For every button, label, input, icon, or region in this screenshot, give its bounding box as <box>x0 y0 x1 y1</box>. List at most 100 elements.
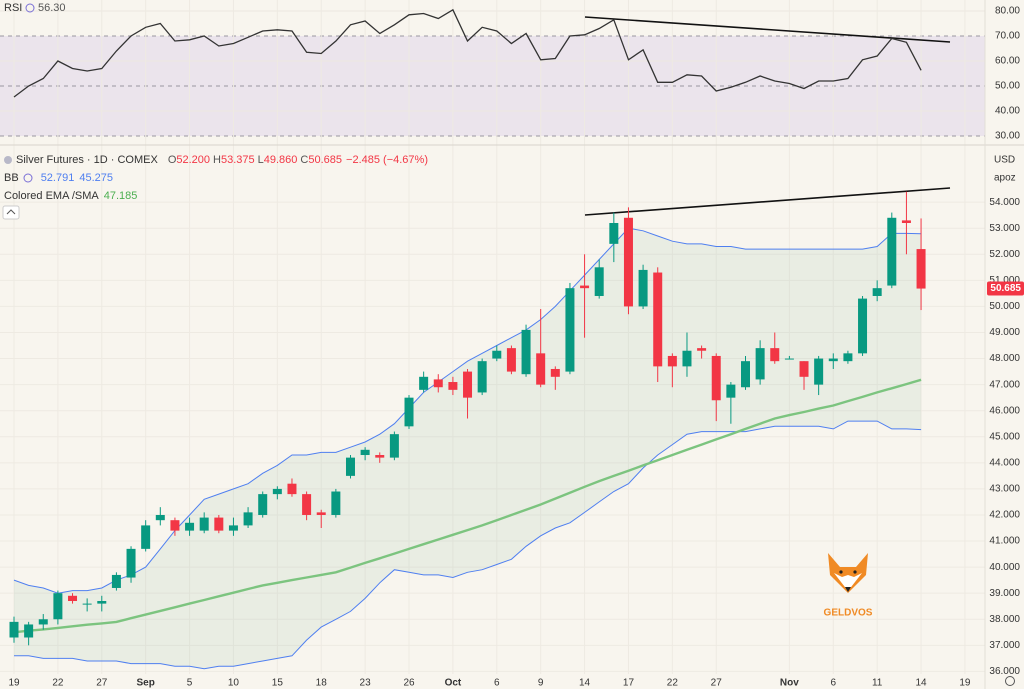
candle-body <box>799 361 809 377</box>
candle-body <box>228 525 238 531</box>
x-tick-label: 11 <box>872 678 883 689</box>
y-tick-label: 53.000 <box>989 223 1020 234</box>
candle-body <box>726 384 736 398</box>
y-tick-label: 54.000 <box>989 197 1020 208</box>
candle-body <box>638 269 648 307</box>
candle-body <box>97 601 107 604</box>
rsi-line <box>13 8 922 98</box>
y-tick-label: 44.000 <box>989 457 1020 468</box>
y-tick-label: 36.000 <box>989 666 1020 677</box>
candle-body <box>287 483 297 495</box>
candle-body <box>302 494 312 515</box>
watermark-text: GELDVOS <box>824 608 873 619</box>
candle-body <box>858 298 868 354</box>
candle-body <box>916 249 926 289</box>
candle-body <box>389 434 399 458</box>
candle-body <box>68 595 78 602</box>
x-tick-label: Sep <box>136 678 154 689</box>
price-tag <box>987 281 1024 296</box>
y-tick-label: 47.000 <box>989 379 1020 390</box>
y-tick-label: 39.000 <box>989 588 1020 599</box>
y-tick-label: 43.000 <box>989 484 1020 495</box>
y-tick-label: 51.000 <box>989 275 1020 286</box>
y-tick-label: 38.000 <box>989 614 1020 625</box>
legend-header: Silver Futures · 1D · COMEX O52.200 H53.37… <box>16 154 428 166</box>
ohlc-letter: L <box>258 154 264 166</box>
candle-body <box>697 348 707 351</box>
y-tick-label: 37.000 <box>989 640 1020 651</box>
fox-logo <box>828 553 868 593</box>
settings-icon[interactable] <box>1005 676 1015 686</box>
candle-body <box>814 358 824 385</box>
candle-body <box>82 603 92 605</box>
collapse-button[interactable] <box>2 205 20 220</box>
x-tick-label: 23 <box>360 678 372 689</box>
y-tick-label: 40.000 <box>989 562 1020 573</box>
y-tick-label: 41.000 <box>989 536 1020 547</box>
candle-body <box>243 512 253 526</box>
x-tick-label: 27 <box>96 678 108 689</box>
y-tick-label: 60.00 <box>995 56 1020 67</box>
rsi-title: RSI <box>4 2 22 14</box>
rsi-icon <box>25 3 35 13</box>
ema-line <box>13 378 922 634</box>
x-tick-label: 6 <box>494 678 500 689</box>
candle-body <box>316 512 326 515</box>
bb-legend: BB 52.791 45.275 <box>4 172 113 184</box>
trend-line <box>584 187 951 216</box>
candle-body <box>185 522 195 531</box>
scale-menu[interactable]: apoz <box>994 173 1016 184</box>
y-tick-label: 70.00 <box>995 31 1020 42</box>
x-tick-label: 19 <box>959 678 971 689</box>
candle-body <box>755 348 765 380</box>
candle-body <box>258 494 268 515</box>
bb-upper-value: 52.791 <box>41 172 75 184</box>
x-tick-label: 15 <box>272 678 284 689</box>
x-tick-label: 9 <box>538 678 544 689</box>
y-tick-label: 49.000 <box>989 327 1020 338</box>
candle-body <box>214 517 224 531</box>
x-tick-label: 5 <box>187 678 193 689</box>
x-tick-label: 22 <box>667 678 679 689</box>
ohlc-value: 49.860 <box>264 154 298 166</box>
candle-body <box>843 353 853 362</box>
y-tick-label: 46.000 <box>989 405 1020 416</box>
y-tick-label: 40.00 <box>995 106 1020 117</box>
rsi-band <box>0 36 985 136</box>
bb-line <box>14 420 922 670</box>
candle-body <box>711 355 721 401</box>
candle-body <box>492 350 502 359</box>
bb-icon <box>23 173 33 183</box>
x-tick-label: 19 <box>8 678 20 689</box>
candle-body <box>667 355 677 367</box>
candle-body <box>828 358 838 362</box>
candle-body <box>653 272 663 367</box>
candle-body <box>360 449 370 456</box>
y-tick-label: 52.000 <box>989 249 1020 260</box>
candle-body <box>521 329 531 375</box>
candle-body <box>741 361 750 388</box>
y-tick-label: 45.000 <box>989 431 1020 442</box>
symbol: Silver Futures · 1D · COMEX <box>16 154 158 166</box>
candle-body <box>24 624 34 638</box>
y-tick-label: 50.00 <box>995 81 1020 92</box>
ema-value: 47.185 <box>104 190 138 202</box>
x-tick-label: 10 <box>228 678 240 689</box>
x-tick-label: 18 <box>316 678 328 689</box>
x-tick-label: 17 <box>623 678 635 689</box>
candle-body <box>111 574 121 588</box>
candle-body <box>170 520 180 531</box>
ohlc-value: 50.685 <box>308 154 342 166</box>
candle-body <box>609 222 619 244</box>
x-tick-label: 26 <box>403 678 415 689</box>
change: −2.485 (−4.67%) <box>346 154 428 166</box>
x-tick-label: 22 <box>52 678 64 689</box>
candle-body <box>53 593 63 620</box>
candle-body <box>887 217 897 286</box>
collapse-icon <box>6 209 16 215</box>
ohlc-letter: C <box>300 154 308 166</box>
candle-body <box>38 619 48 625</box>
ema-legend: Colored EMA /SMA 47.185 <box>4 190 137 202</box>
y-tick-label: 80.00 <box>995 6 1020 17</box>
